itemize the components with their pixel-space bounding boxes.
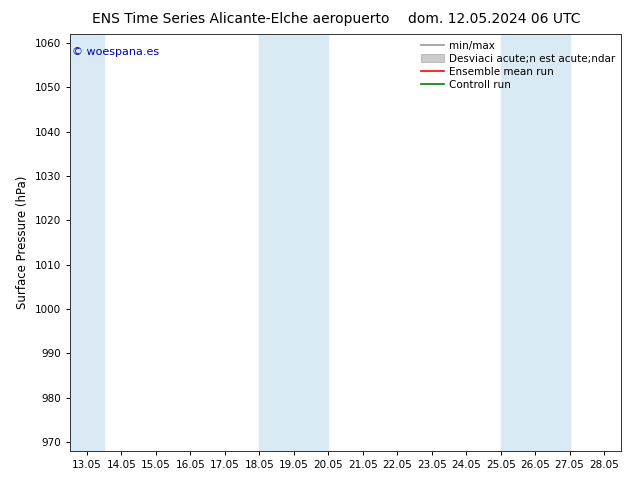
Text: © woespana.es: © woespana.es [72,47,160,57]
Bar [70,34,104,451]
Bar [259,34,328,451]
Bar [501,34,569,451]
Legend: min/max, Desviaci acute;n est acute;ndar, Ensemble mean run, Controll run: min/max, Desviaci acute;n est acute;ndar… [417,36,619,94]
Y-axis label: Surface Pressure (hPa): Surface Pressure (hPa) [16,176,29,309]
Text: dom. 12.05.2024 06 UTC: dom. 12.05.2024 06 UTC [408,12,581,26]
Text: ENS Time Series Alicante-Elche aeropuerto: ENS Time Series Alicante-Elche aeropuert… [92,12,390,26]
